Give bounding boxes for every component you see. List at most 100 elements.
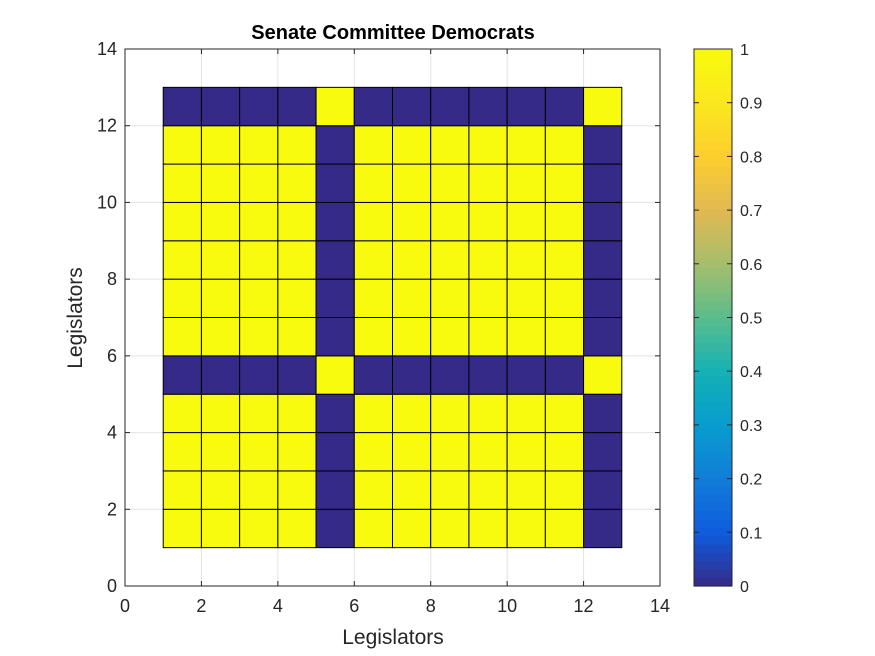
- heatmap-cell: [316, 126, 354, 164]
- heatmap-cell: [584, 471, 622, 509]
- heatmap-cell: [354, 433, 392, 471]
- heatmap-cell: [431, 433, 469, 471]
- colorbar-band: [694, 393, 732, 402]
- colorbar-tick-label: 0: [740, 579, 749, 596]
- heatmap-cell: [393, 164, 431, 202]
- heatmap-cell: [316, 318, 354, 356]
- colorbar-tick-label: 0.7: [740, 203, 762, 220]
- colorbar-band: [694, 410, 732, 419]
- heatmap-cell: [584, 87, 622, 125]
- heatmap-cell: [545, 202, 583, 240]
- heatmap-cell: [240, 433, 278, 471]
- y-tick-label: 12: [97, 116, 117, 136]
- colorbar-band: [694, 494, 732, 503]
- heatmap-cell: [201, 87, 239, 125]
- heatmap-cell: [354, 318, 392, 356]
- heatmap-cell: [584, 394, 622, 432]
- colorbar-band: [694, 225, 732, 234]
- heatmap-cell: [163, 87, 201, 125]
- colorbar-band: [694, 192, 732, 201]
- heatmap-cell: [163, 433, 201, 471]
- x-tick-label: 0: [120, 596, 130, 616]
- y-tick-label: 6: [107, 346, 117, 366]
- heatmap-cell: [240, 87, 278, 125]
- heatmap-cell: [201, 241, 239, 279]
- colorbar-band: [694, 259, 732, 268]
- heatmap-cell: [316, 471, 354, 509]
- colorbar-tick-label: 0.1: [740, 525, 762, 542]
- heatmap-cell: [584, 164, 622, 202]
- heatmap-cell: [163, 279, 201, 317]
- heatmap-cell: [393, 279, 431, 317]
- heatmap-cell: [431, 471, 469, 509]
- heatmap-cell: [316, 394, 354, 432]
- heatmap-cell: [507, 509, 545, 547]
- heatmap-cell: [507, 394, 545, 432]
- heatmap-cell: [240, 126, 278, 164]
- colorbar-band: [694, 502, 732, 511]
- colorbar-band: [694, 578, 732, 587]
- heatmap-cell: [278, 202, 316, 240]
- colorbar-band: [694, 527, 732, 536]
- heatmap-cell: [545, 164, 583, 202]
- heatmap-cell: [431, 126, 469, 164]
- heatmap-cell: [545, 318, 583, 356]
- x-axis-label: Legislators: [342, 626, 444, 649]
- heatmap-cell: [354, 241, 392, 279]
- colorbar-band: [694, 552, 732, 561]
- heatmap-cell: [545, 356, 583, 394]
- colorbar-band: [694, 276, 732, 285]
- heatmap-cell: [393, 126, 431, 164]
- heatmap-cell: [278, 433, 316, 471]
- heatmap-cell: [393, 202, 431, 240]
- colorbar-band: [694, 242, 732, 251]
- y-tick-label: 8: [107, 269, 117, 289]
- heatmap-cell: [201, 394, 239, 432]
- heatmap-cell: [316, 164, 354, 202]
- heatmap-cell: [316, 87, 354, 125]
- heatmap-cell: [354, 164, 392, 202]
- heatmap-cell: [278, 241, 316, 279]
- heatmap-cell: [354, 356, 392, 394]
- heatmap-cell: [545, 394, 583, 432]
- colorbar-band: [694, 99, 732, 108]
- plot-area: 0 2 4 6 8 10 12 14 0 2 4 6 8 10 12 14: [97, 39, 670, 616]
- heatmap-cell: [431, 356, 469, 394]
- colorbar-band: [694, 158, 732, 167]
- colorbar-band: [694, 418, 732, 427]
- colorbar-band: [694, 536, 732, 545]
- heatmap-cell: [431, 318, 469, 356]
- colorbar-band: [694, 318, 732, 327]
- colorbar-band: [694, 183, 732, 192]
- y-tick-label: 0: [107, 576, 117, 596]
- colorbar-tick-label: 0.8: [740, 149, 762, 166]
- heatmap-cell: [469, 471, 507, 509]
- colorbar-band: [694, 309, 732, 318]
- colorbar-band: [694, 125, 732, 134]
- heatmap-cell: [469, 126, 507, 164]
- heatmap-cell: [201, 164, 239, 202]
- colorbar-band: [694, 208, 732, 217]
- colorbar-band: [694, 66, 732, 75]
- heatmap-cell: [163, 241, 201, 279]
- colorbar-band: [694, 267, 732, 276]
- heatmap-cell: [240, 202, 278, 240]
- colorbar-band: [694, 200, 732, 209]
- heatmap-cell: [507, 279, 545, 317]
- heatmap-cell: [240, 279, 278, 317]
- colorbar-band: [694, 166, 732, 175]
- heatmap-cell: [354, 202, 392, 240]
- x-tick-label: 10: [497, 596, 517, 616]
- y-tick-label: 2: [107, 499, 117, 519]
- heatmap-cell: [545, 279, 583, 317]
- heatmap-cell: [316, 509, 354, 547]
- colorbar-band: [694, 234, 732, 243]
- heatmap-cell: [278, 509, 316, 547]
- colorbar-band: [694, 544, 732, 553]
- heatmap-cell: [316, 241, 354, 279]
- heatmap-cell: [507, 202, 545, 240]
- heatmap-cell: [240, 318, 278, 356]
- heatmap-cell: [507, 471, 545, 509]
- colorbar-band: [694, 359, 732, 368]
